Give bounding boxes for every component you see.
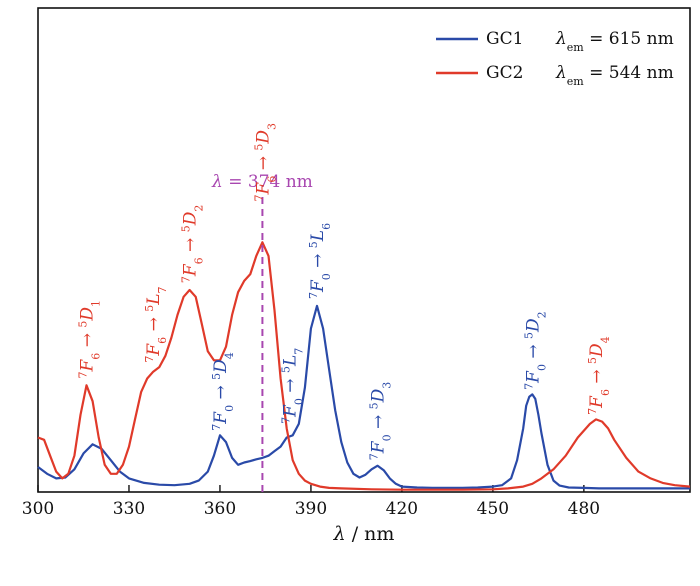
transition-label-red-3: 7F6 → 5D3 xyxy=(252,123,278,202)
svg-text:7F6 → 5L7: 7F6 → 5L7 xyxy=(143,286,169,362)
transition-label-red-4: 7F6 → 5D4 xyxy=(585,336,611,415)
transition-label-red-1: 7F6 → 5L7 xyxy=(143,286,169,362)
transition-label-blue-0: 7F0 → 5D4 xyxy=(209,352,235,431)
legend: GC1 λem = 615 nm GC2 λem = 544 nm xyxy=(436,29,674,88)
svg-text:7F0 → 5D3: 7F0 → 5D3 xyxy=(367,382,393,461)
svg-text:7F0 → 5L7: 7F0 → 5L7 xyxy=(279,348,305,424)
x-tick-label: 450 xyxy=(477,499,509,519)
transition-label-red-0: 7F6 → 5D1 xyxy=(76,300,102,379)
x-tick-label: 300 xyxy=(22,499,54,519)
svg-text:7F0 → 5L6: 7F0 → 5L6 xyxy=(306,223,332,299)
x-tick-label: 390 xyxy=(295,499,327,519)
legend-em-gc2: λem = 544 nm xyxy=(555,63,674,88)
excitation-marker-layer: λ = 374 nm xyxy=(211,172,313,492)
series-line-gc2 xyxy=(37,241,691,491)
svg-text:7F6 → 5D2: 7F6 → 5D2 xyxy=(179,205,205,284)
transition-label-blue-4: 7F0 → 5D2 xyxy=(522,311,548,390)
svg-text:7F0 → 5D4: 7F0 → 5D4 xyxy=(209,352,235,431)
svg-text:7F6 → 5D1: 7F6 → 5D1 xyxy=(76,300,102,379)
transition-label-blue-1: 7F0 → 5L7 xyxy=(279,348,305,424)
transition-label-red-2: 7F6 → 5D2 xyxy=(179,205,205,284)
svg-text:7F0 → 5D2: 7F0 → 5D2 xyxy=(522,311,548,390)
legend-em-gc1: λem = 615 nm xyxy=(555,29,674,54)
transition-label-blue-2: 7F0 → 5L6 xyxy=(306,223,332,299)
svg-text:7F6 → 5D3: 7F6 → 5D3 xyxy=(252,123,278,202)
plot-frame xyxy=(37,7,691,493)
series-layer xyxy=(37,241,691,491)
x-axis-ticks: 300 330 360 390 420 450 480 xyxy=(22,485,600,519)
x-axis-symbol: λ xyxy=(333,523,346,545)
x-tick-label: 480 xyxy=(568,499,600,519)
x-tick-label: 330 xyxy=(113,499,145,519)
transition-label-blue-3: 7F0 → 5D3 xyxy=(367,382,393,461)
x-axis-title: λ / nm xyxy=(333,523,395,545)
series-line-gc1 xyxy=(37,304,690,490)
excitation-label: λ = 374 nm xyxy=(211,172,313,192)
svg-text:7F6 → 5D4: 7F6 → 5D4 xyxy=(585,336,611,415)
transition-annotations: 7F0 → 5D4 7F0 → 5L7 7F0 → 5L6 7F0 → 5D3 7F0 … xyxy=(76,123,611,460)
x-tick-label: 420 xyxy=(386,499,418,519)
x-tick-label: 360 xyxy=(204,499,236,519)
plot-border xyxy=(37,7,691,493)
legend-label-gc1: GC1 xyxy=(486,29,523,49)
excitation-symbol: λ xyxy=(211,172,223,192)
x-axis-unit: / nm xyxy=(346,523,395,545)
excitation-value: = 374 nm xyxy=(223,172,313,192)
legend-label-gc2: GC2 xyxy=(486,63,523,83)
